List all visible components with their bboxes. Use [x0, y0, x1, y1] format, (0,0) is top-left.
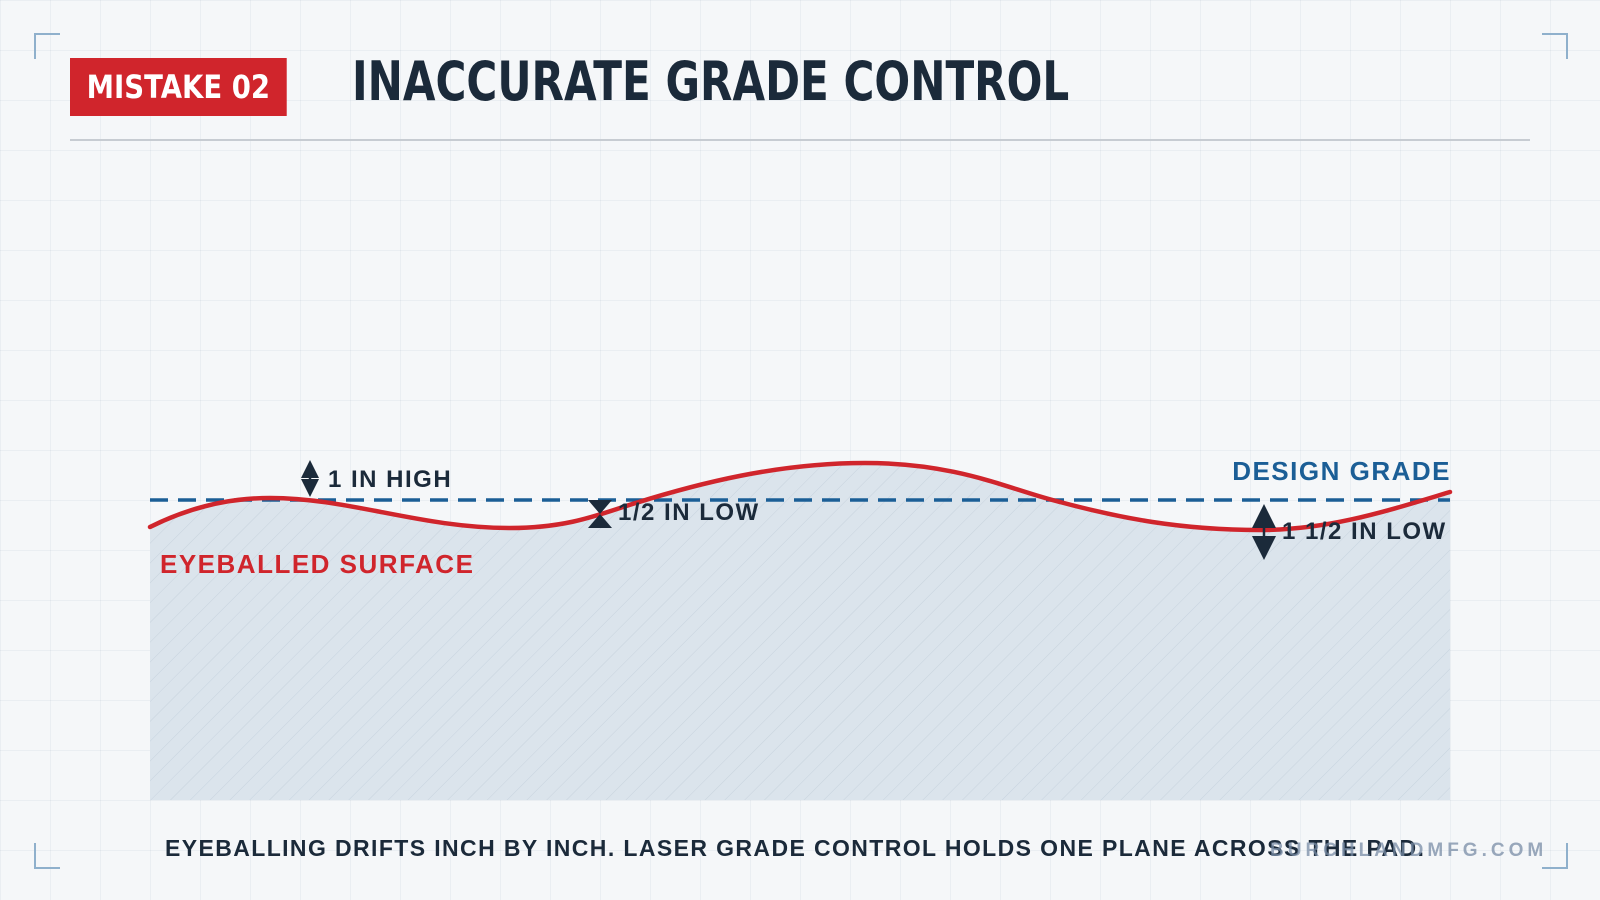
header-divider [70, 139, 1530, 141]
corner-mark-bottom-right [1542, 843, 1568, 869]
annotation-marker-2 [588, 500, 612, 528]
arrow-up-icon [1252, 504, 1276, 528]
arrow-up-icon [588, 514, 612, 528]
corner-mark-top-left [34, 33, 60, 59]
mistake-badge-label: MISTAKE 02 [86, 68, 271, 106]
corner-mark-bottom-left [34, 843, 60, 869]
annotation-marker-1 [301, 460, 319, 497]
design-grade-label: DESIGN GRADE [1232, 456, 1451, 486]
ground-hatch [150, 463, 1450, 800]
site-watermark: BURCHLANDMFG.COM [1270, 840, 1548, 861]
annotation-label-3: 1 1/2 IN LOW [1282, 518, 1447, 545]
annotation-marker-3 [1252, 504, 1276, 560]
arrow-down-icon [1252, 536, 1276, 560]
page-title: INACCURATE GRADE CONTROL [352, 50, 1070, 113]
annotation-label-1: 1 IN HIGH [328, 466, 452, 493]
eyeballed-surface-label: EYEBALLED SURFACE [160, 549, 474, 579]
corner-mark-top-right [1542, 33, 1568, 59]
mistake-badge: MISTAKE 02 [70, 58, 287, 116]
arrow-down-icon [588, 500, 612, 514]
arrow-up-icon [301, 460, 319, 478]
eyeballed-surface-line [147, 460, 1453, 533]
caption-text: EYEBALLING DRIFTS INCH BY INCH. LASER GR… [165, 835, 1426, 861]
annotation-label-2: 1/2 IN LOW [618, 499, 760, 526]
